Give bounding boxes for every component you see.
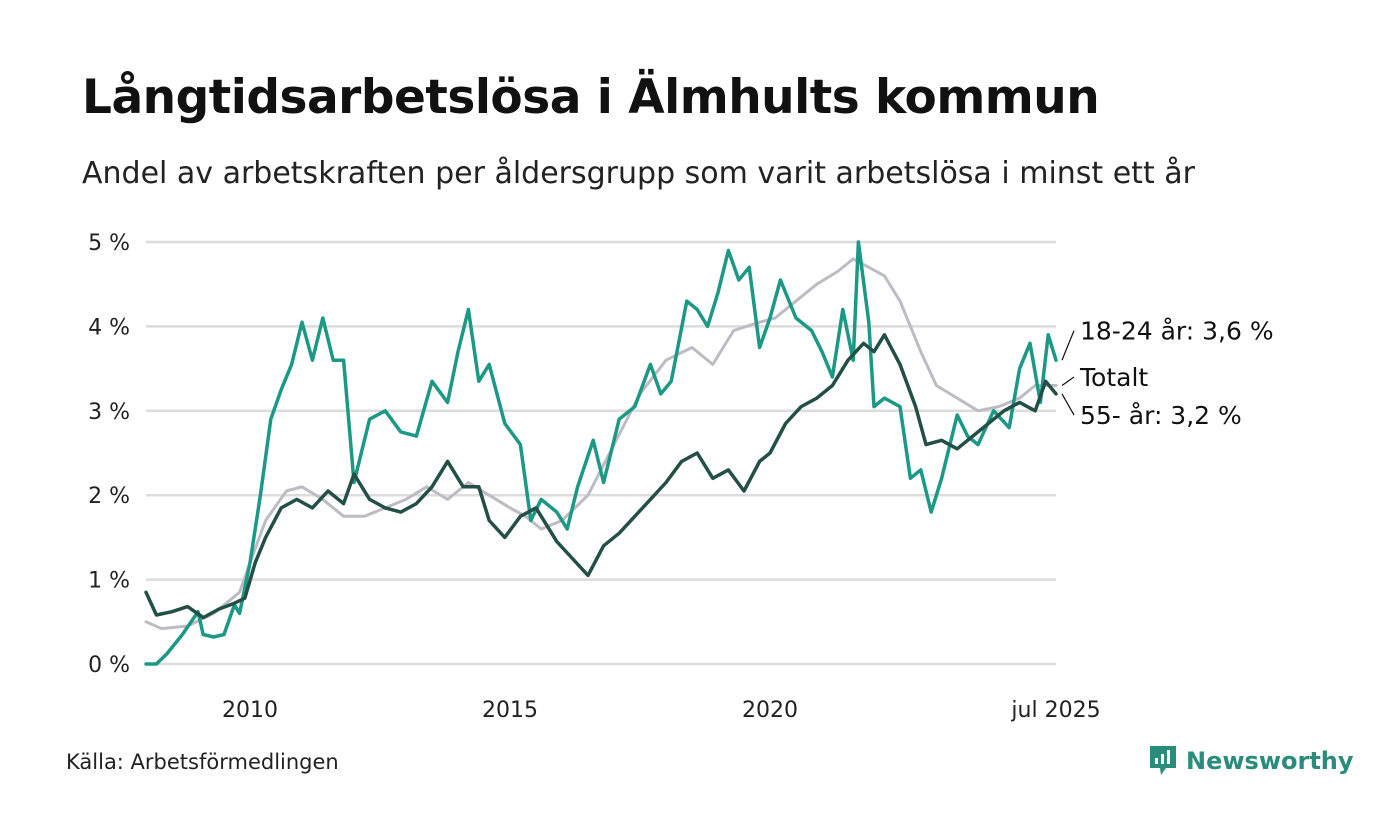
series-line-total <box>144 257 1058 631</box>
brand-logo: Newsworthy <box>1148 744 1354 778</box>
y-tick-label: 1 % <box>88 569 130 594</box>
x-tick-label: 2020 <box>742 698 798 723</box>
end-label-connector <box>1061 376 1075 386</box>
y-tick-label: 2 % <box>88 484 130 509</box>
series-line-young <box>144 240 1058 666</box>
series-lines <box>144 240 1058 666</box>
y-tick-label: 3 % <box>88 400 130 425</box>
end-label-young: 18-24 år: 3,6 % <box>1080 317 1274 346</box>
chart-subtitle: Andel av arbetskraften per åldersgrupp s… <box>82 156 1195 191</box>
x-tick-label: jul 2025 <box>1010 698 1100 723</box>
y-tick-label: 4 % <box>88 315 130 340</box>
gridlines <box>146 240 1056 666</box>
chart-title: Långtidsarbetslösa i Älmhults kommun <box>82 70 1100 125</box>
y-tick-label: 5 % <box>88 231 130 256</box>
end-label-connector <box>1061 393 1075 416</box>
x-tick-label: 2010 <box>222 698 278 723</box>
end-label-old: 55- år: 3,2 % <box>1080 401 1242 430</box>
brand-name: Newsworthy <box>1186 747 1354 775</box>
end-label-total: Totalt <box>1079 363 1148 392</box>
x-tick-label: 2015 <box>482 698 538 723</box>
source-note: Källa: Arbetsförmedlingen <box>66 750 339 774</box>
y-tick-label: 0 % <box>88 653 130 678</box>
chart-logo-icon <box>1150 746 1176 775</box>
x-axis: 2010 2015 2020 jul 2025 <box>222 698 1101 723</box>
y-axis: 0 % 1 % 2 % 3 % 4 % 5 % <box>88 231 130 678</box>
end-labels: Totalt 18-24 år: 3,6 % 55- år: 3,2 % <box>1061 317 1274 430</box>
series-line-old <box>144 333 1058 620</box>
end-label-connector <box>1061 330 1075 361</box>
